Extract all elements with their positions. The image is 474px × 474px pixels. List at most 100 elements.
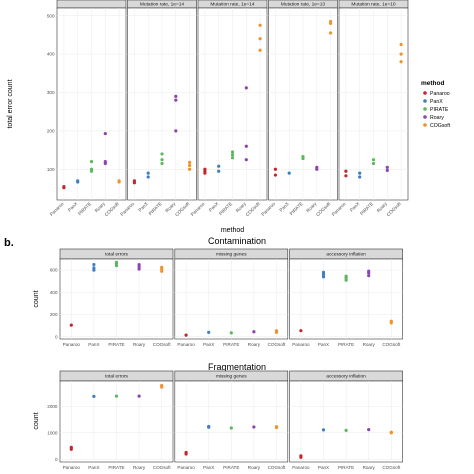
x-tick-label: COGsoft — [245, 201, 262, 218]
facet-3: accessory inflation Panaroo PanX PIRATE Roar… — [289, 248, 403, 347]
point-panx — [287, 171, 291, 175]
x-tick-label: PIRATE — [359, 201, 374, 216]
x-tick-label: Roary — [133, 465, 146, 470]
point-panx — [92, 266, 96, 270]
point-roary — [103, 131, 107, 136]
x-tick-label: PanX — [278, 201, 289, 212]
point-pirate — [114, 260, 119, 264]
point-cogsoft — [258, 37, 262, 41]
x-tick-label: Panaroo — [292, 342, 310, 347]
point-pirate — [230, 156, 235, 160]
point-roary — [244, 86, 248, 90]
y-axis-label: count — [33, 412, 40, 429]
x-tick-label: Panaroo — [331, 201, 347, 217]
x-tick-label: PanX — [203, 465, 214, 470]
panel-b-label: b. — [4, 237, 14, 249]
legend-key — [423, 115, 427, 119]
y-tick-label: 2000 — [47, 404, 58, 409]
facet-title: accessory inflation — [326, 374, 366, 380]
point-cogsoft — [258, 48, 262, 52]
x-tick-label: Panaroo — [63, 342, 81, 347]
point-cogsoft — [117, 179, 121, 183]
x-tick-label: PanX — [208, 201, 219, 212]
point-pirate — [230, 150, 235, 154]
x-tick-label: PIRATE — [223, 465, 239, 470]
point-roary — [244, 144, 248, 148]
x-tick-label: COGsoft — [153, 465, 172, 470]
y-tick-label: 1000 — [47, 430, 58, 435]
x-tick-label: PIRATE — [289, 201, 304, 216]
point-pirate — [160, 161, 164, 166]
point-cogsoft — [188, 167, 192, 171]
x-tick-label: COGsoft — [153, 342, 172, 347]
x-tick-label: PIRATE — [108, 342, 124, 347]
x-tick-label: Panaroo — [63, 465, 81, 470]
y-tick-label: 0 — [55, 334, 58, 339]
legend-entry: Roary — [430, 115, 444, 121]
x-tick-label: PIRATE — [77, 201, 92, 216]
point-panx — [76, 179, 80, 183]
point-panx — [321, 270, 326, 274]
point-roary — [252, 425, 256, 429]
point-panx — [358, 175, 362, 179]
point-panaroo — [299, 454, 303, 458]
x-tick-label: PanX — [349, 201, 360, 212]
facet-title: accessory inflation — [326, 252, 366, 258]
point-cogsoft — [160, 383, 164, 388]
point-pirate — [160, 152, 164, 156]
legend-title: method — [421, 80, 445, 87]
y-axis-label: count — [33, 290, 40, 307]
point-roary — [244, 158, 248, 162]
x-tick-label: PanX — [137, 201, 148, 212]
point-pirate — [344, 274, 348, 278]
x-tick-label: Roary — [248, 465, 261, 470]
point-roary — [137, 394, 141, 398]
x-tick-label: PIRATE — [338, 342, 354, 347]
point-panx — [321, 272, 326, 277]
point-cogsoft — [188, 160, 192, 164]
point-roary — [315, 165, 319, 169]
facet-1: total errors Panaroo PanX PIRATE Roary COGsof… — [59, 248, 174, 347]
x-tick-label: Panaroo — [190, 201, 206, 217]
x-tick-label: Panaroo — [177, 342, 195, 347]
point-roary — [367, 428, 371, 432]
y-tick-label: 200 — [50, 312, 58, 317]
x-tick-label: PanX — [88, 342, 99, 347]
facet-1: total errors Panaroo PanX PIRATE Roary COGsof… — [59, 370, 174, 470]
y-axis-label: total error count — [7, 79, 14, 128]
point-panx — [217, 164, 221, 168]
point-panx — [92, 394, 96, 399]
point-pirate — [160, 158, 164, 162]
point-pirate — [344, 428, 348, 432]
point-cogsoft — [274, 329, 279, 333]
point-panaroo — [69, 323, 73, 327]
x-tick-label: PIRATE — [218, 201, 233, 216]
facet-title: Mutation rate, 1e=14 — [140, 2, 184, 8]
point-roary — [367, 274, 371, 278]
y-tick-label: 500 — [47, 13, 55, 18]
x-tick-label: PanX — [67, 201, 78, 212]
point-roary — [137, 262, 141, 267]
point-cogsoft — [274, 425, 279, 429]
facet-3: accessory inflation Panaroo PanX PIRATE Roar… — [289, 370, 403, 470]
point-roary — [137, 267, 141, 271]
point-cogsoft — [329, 31, 333, 35]
x-tick-label: Roary — [248, 342, 261, 347]
x-tick-label: Panaroo — [119, 201, 135, 217]
x-tick-label: COGsoft — [386, 201, 403, 218]
point-panaroo — [69, 445, 73, 449]
x-tick-label: PanX — [318, 465, 329, 470]
facet-title: total errors — [105, 252, 129, 258]
point-cogsoft — [160, 269, 164, 273]
point-panx — [321, 428, 326, 432]
point-panaroo — [62, 184, 66, 189]
chart-3: Fragmentation count 0 1000 2000 total errors P… — [33, 362, 403, 470]
point-roary — [174, 129, 178, 133]
x-tick-label: Roary — [363, 342, 376, 347]
point-pirate — [89, 167, 94, 171]
x-tick-label: Panaroo — [49, 201, 65, 217]
point-pirate — [301, 155, 305, 159]
